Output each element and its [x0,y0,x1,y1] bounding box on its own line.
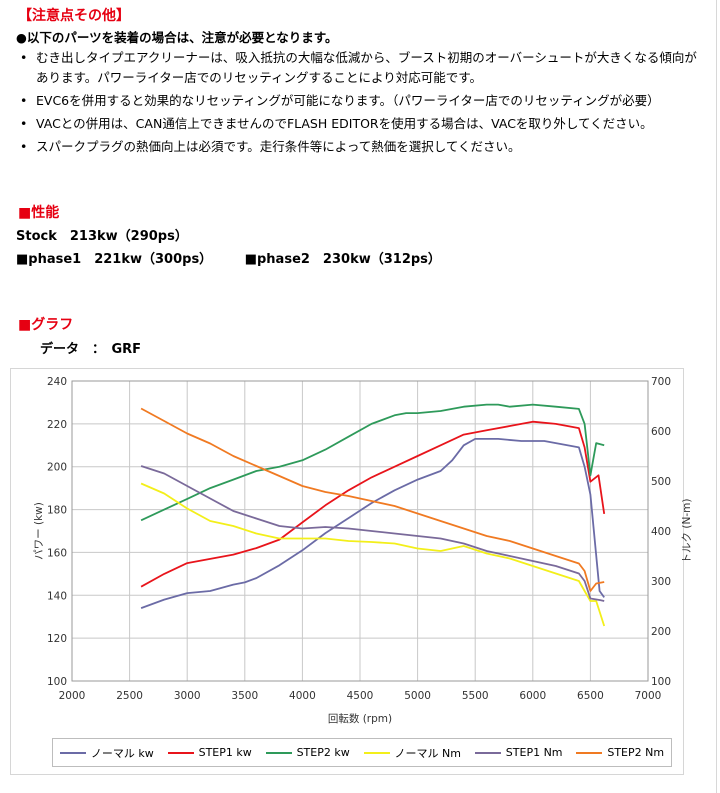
y2-tick-label: 500 [651,476,671,488]
y2-tick-label: 700 [651,376,671,388]
legend-item: STEP1 kw [167,746,252,759]
legend-label: STEP1 Nm [505,746,563,759]
data-source-label: データ ： GRF [40,342,142,357]
list-item: • EVC6を併用すると効果的なリセッティングが可能になります。（パワーライター店… [16,91,706,111]
series-line [140,437,605,609]
x-axis-label: 回転数 (rpm) [328,712,392,725]
bullet-marker: • [20,93,28,108]
legend-item: ノーマル kw [59,745,154,761]
x-tick-label: 5500 [462,690,489,702]
y2-tick-label: 100 [651,676,671,688]
performance-title: ■性能 [18,205,60,221]
plot-border [71,380,649,682]
x-tick-label: 4000 [289,690,316,702]
legend-label: STEP1 kw [198,746,252,759]
x-tick-label: 3500 [231,690,258,702]
legend-swatch [474,751,501,754]
series-line [140,465,605,602]
x-tick-label: 4500 [347,690,374,702]
x-tick-label: 3000 [174,690,201,702]
series-line [140,403,605,522]
y-tick-label: 160 [47,547,67,559]
legend-swatch [363,751,390,754]
y-tick-label: 120 [47,633,67,645]
legend-label: STEP2 kw [296,746,350,759]
caution-title: 【注意点その他】 [18,8,130,24]
y-axis-label: パワー (kw) [33,502,45,560]
caution-lead: ●以下のパーツを装着の場合は、注意が必要となります。 [16,30,338,45]
y-tick-label: 200 [47,462,67,474]
legend-swatch [265,751,292,754]
legend-item: STEP2 Nm [576,746,664,759]
x-tick-label: 6500 [577,690,604,702]
legend-label: ノーマル kw [90,746,154,760]
series-line [140,482,606,627]
phase2-spec: ■phase2 230kw（312ps） [244,252,441,267]
x-tick-label: 6000 [519,690,546,702]
y2-tick-label: 200 [651,626,671,638]
legend-label: ノーマル Nm [394,746,461,760]
legend-item: STEP1 Nm [474,746,563,759]
legend-item: ノーマル Nm [363,745,461,761]
x-tick-label: 5000 [404,690,431,702]
y-tick-label: 180 [47,505,67,517]
legend-swatch [59,751,86,754]
caution-list: • むき出しタイプエアクリーナーは、吸入抵抗の大幅な低減から、ブースト初期のオーバ… [16,48,706,160]
phase-specs: ■phase1 221kw（300ps） ■phase2 230kw（312ps… [16,248,447,267]
caution-item-text: EVC6を併用すると効果的なリセッティングが可能になります。（パワーライター店で… [36,93,660,108]
y2-axis-label: トルク (N-m) [681,499,693,564]
bullet-marker: • [20,139,28,154]
stock-spec: Stock 213kw（290ps） [16,229,188,244]
y2-tick-label: 300 [651,576,671,588]
bullet-marker: • [20,116,28,131]
legend-swatch [167,751,194,754]
x-tick-label: 2500 [116,690,143,702]
list-item: • むき出しタイプエアクリーナーは、吸入抵抗の大幅な低減から、ブースト初期のオーバ… [16,48,706,88]
y-tick-label: 140 [47,590,67,602]
y-tick-label: 240 [47,376,67,388]
chart-legend: ノーマル kw STEP1 kw STEP2 kw ノーマル Nm STEP1 Nm ST… [52,738,672,767]
caution-item-text: むき出しタイプエアクリーナーは、吸入抵抗の大幅な低減から、ブースト初期のオーバー… [36,50,697,85]
y-tick-label: 220 [47,419,67,431]
legend-item: STEP2 kw [265,746,350,759]
y-tick-label: 100 [47,676,67,688]
series-line [140,420,606,588]
legend-swatch [576,751,603,754]
caution-item-text: VACとの併用は、CAN通信上できませんのでFLASH EDITORを使用する場… [36,116,653,131]
y2-tick-label: 400 [651,526,671,538]
bullet-marker: • [20,50,28,65]
x-tick-label: 2000 [59,690,86,702]
phase1-spec: ■phase1 221kw（300ps） [16,252,213,267]
y2-tick-label: 600 [651,426,671,438]
list-item: • スパークプラグの熱価向上は必須です。走行条件等によって熱価を選択してください。 [16,137,706,157]
x-tick-label: 7000 [635,690,662,702]
graph-title: ■グラフ [18,317,74,333]
series-line [140,407,605,592]
legend-label: STEP2 Nm [607,746,665,759]
list-item: • VACとの併用は、CAN通信上できませんのでFLASH EDITORを使用する… [16,114,706,134]
caution-item-text: スパークプラグの熱価向上は必須です。走行条件等によって熱価を選択してください。 [36,139,521,154]
